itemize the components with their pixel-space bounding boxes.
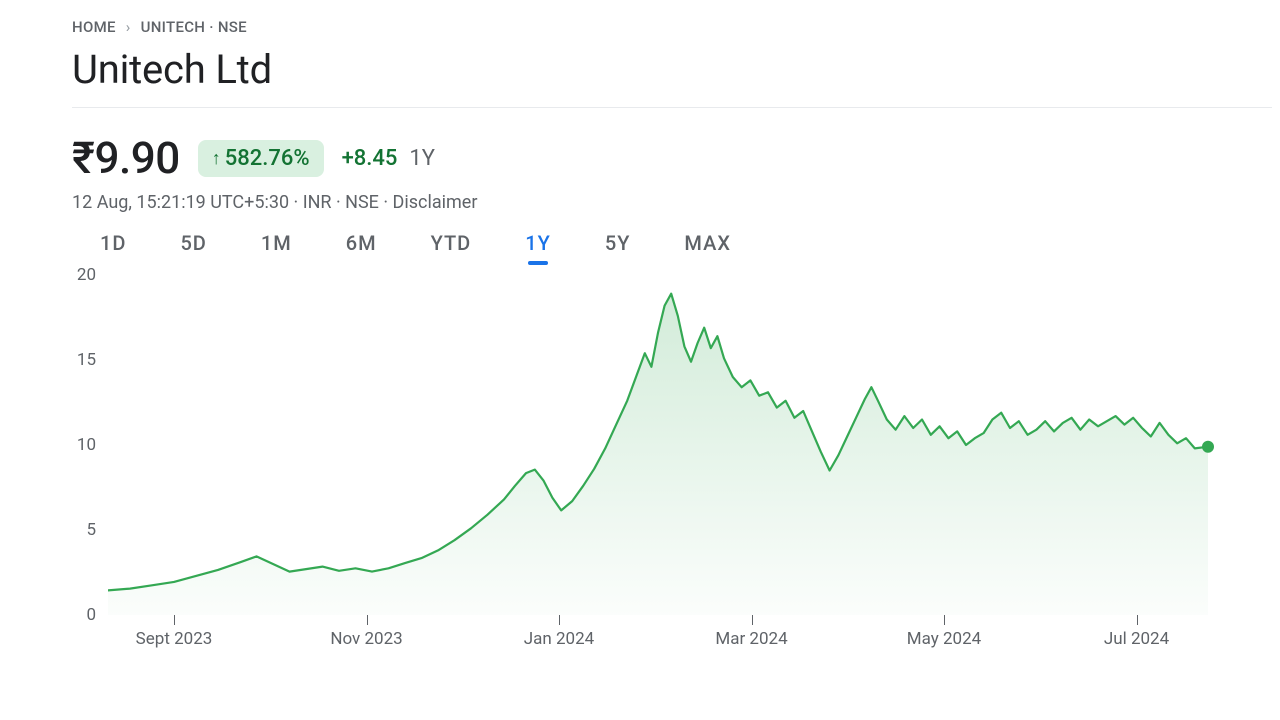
page-title: Unitech Ltd: [72, 46, 1280, 107]
chart-svg: [108, 275, 1220, 623]
breadcrumb: HOME › UNITECH · NSE: [72, 18, 1280, 36]
x-axis-label: Jul 2024: [1104, 629, 1169, 649]
change-absolute: +8.45: [342, 146, 398, 171]
arrow-up-icon: ↑: [212, 148, 221, 169]
tab-5y[interactable]: 5Y: [605, 231, 631, 261]
change-period: 1Y: [409, 146, 435, 171]
tab-ytd[interactable]: YTD: [431, 231, 472, 261]
y-axis-label: 5: [62, 520, 96, 540]
breadcrumb-item[interactable]: UNITECH · NSE: [141, 18, 247, 36]
x-axis-label: Mar 2024: [715, 629, 787, 649]
y-axis-label: 20: [62, 265, 96, 285]
change-percent-value: 582.76%: [225, 146, 310, 171]
y-axis-label: 10: [62, 435, 96, 455]
tab-1d[interactable]: 1D: [100, 231, 126, 261]
chart-area-fill: [108, 294, 1208, 615]
current-price: ₹9.90: [72, 132, 180, 184]
tab-1m[interactable]: 1M: [261, 231, 292, 261]
chart-end-dot: [1202, 441, 1214, 453]
price-chart: 05101520Sept 2023Nov 2023Jan 2024Mar 202…: [62, 271, 1222, 671]
divider: [72, 107, 1272, 108]
chevron-right-icon: ›: [126, 18, 131, 36]
x-axis-label: Nov 2023: [330, 629, 402, 649]
time-range-tabs: 1D 5D 1M 6M YTD 1Y 5Y MAX: [72, 231, 1280, 261]
change-percent-badge: ↑ 582.76%: [198, 140, 324, 177]
tab-6m[interactable]: 6M: [346, 231, 377, 261]
tab-5d[interactable]: 5D: [180, 231, 206, 261]
x-axis-label: Sept 2023: [136, 629, 213, 649]
price-row: ₹9.90 ↑ 582.76% +8.45 1Y: [72, 132, 1280, 184]
breadcrumb-home[interactable]: HOME: [72, 18, 116, 36]
y-axis-label: 15: [62, 350, 96, 370]
tab-max[interactable]: MAX: [684, 231, 731, 261]
y-axis-label: 0: [62, 605, 96, 625]
x-axis-label: Jan 2024: [524, 629, 594, 649]
x-axis-label: May 2024: [907, 629, 981, 649]
tab-1y[interactable]: 1Y: [525, 231, 551, 261]
price-meta: 12 Aug, 15:21:19 UTC+5:30 · INR · NSE · …: [72, 192, 1280, 213]
